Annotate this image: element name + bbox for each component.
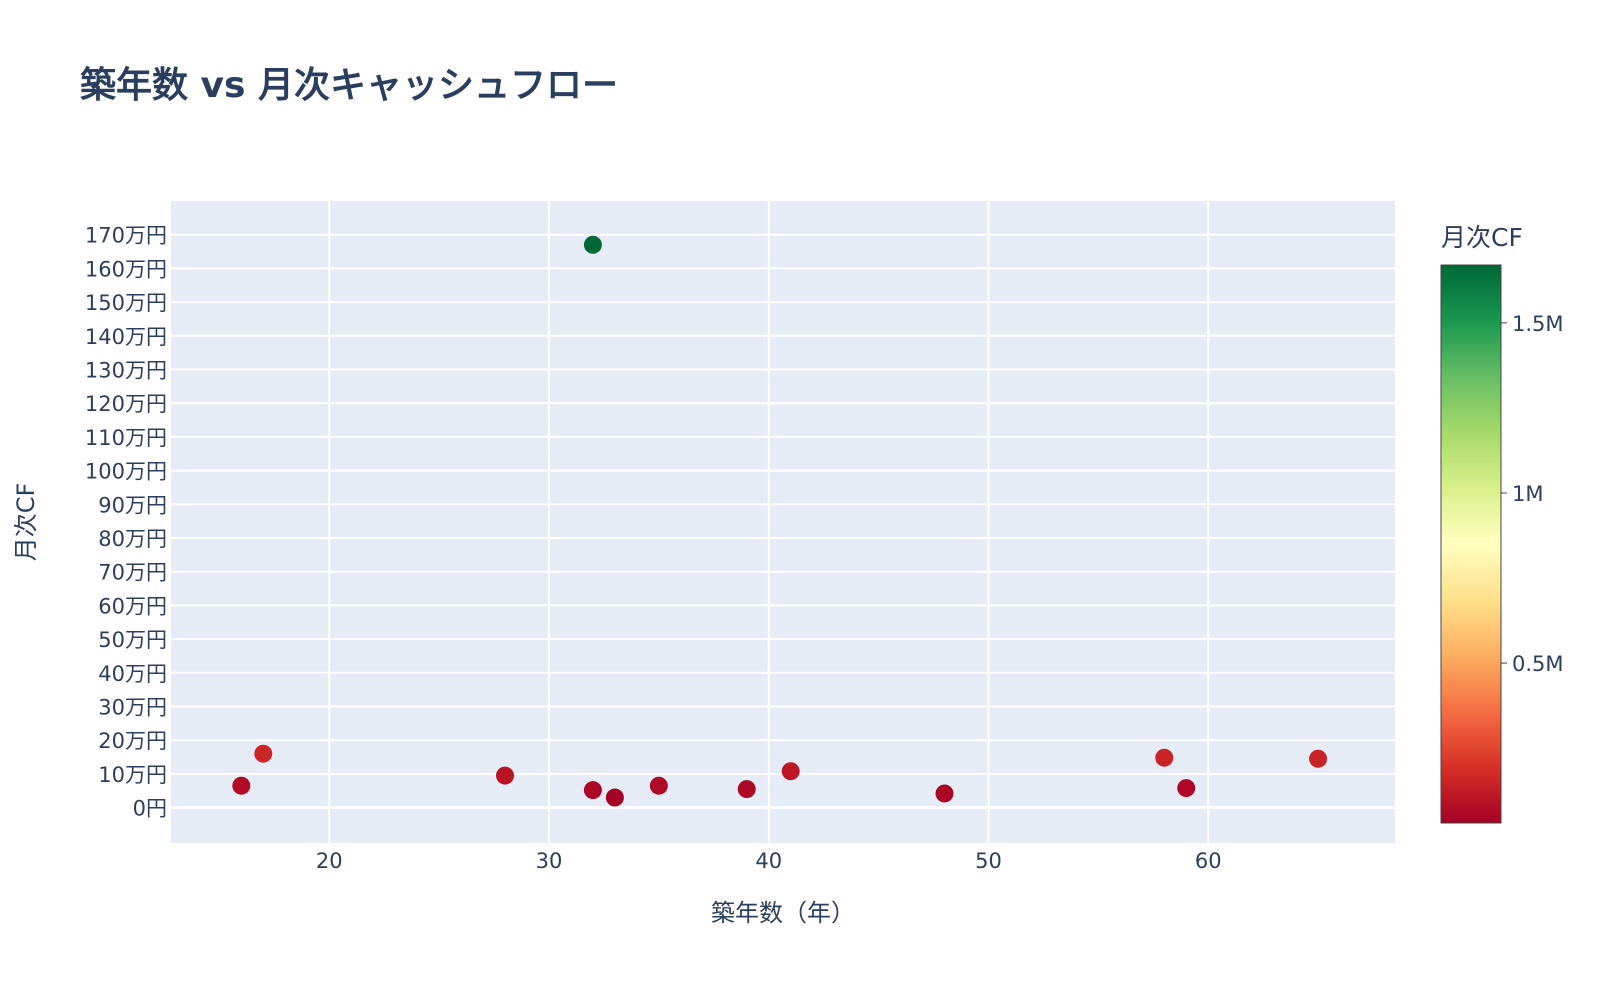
y-tick-label: 100万円 xyxy=(85,460,167,484)
y-tick-label: 80万円 xyxy=(98,527,167,551)
data-point[interactable] xyxy=(254,744,273,763)
data-points xyxy=(232,235,1328,807)
x-tick-label: 40 xyxy=(755,849,782,873)
y-tick-label: 160万円 xyxy=(85,257,167,281)
y-tick-label: 60万円 xyxy=(98,594,167,618)
data-point[interactable] xyxy=(1155,748,1174,767)
colorbar-tick-label: 1.5M xyxy=(1512,312,1564,336)
y-tick-label: 130万円 xyxy=(85,359,167,383)
x-tick-label: 50 xyxy=(975,849,1002,873)
y-tick-label: 170万円 xyxy=(85,224,167,248)
x-axis-ticks: 20 30 40 50 60 xyxy=(316,849,1222,873)
y-tick-label: 20万円 xyxy=(98,729,167,753)
data-point[interactable] xyxy=(781,762,800,781)
y-axis-label: 月次CF xyxy=(12,483,40,562)
data-point[interactable] xyxy=(583,235,602,254)
x-tick-label: 30 xyxy=(536,849,563,873)
y-tick-label: 50万円 xyxy=(98,628,167,652)
data-point[interactable] xyxy=(232,776,251,795)
colorbar-tick-label: 0.5M xyxy=(1512,652,1564,676)
y-tick-label: 140万円 xyxy=(85,325,167,349)
data-point[interactable] xyxy=(935,784,954,803)
y-tick-label: 40万円 xyxy=(98,662,167,686)
plot-area xyxy=(171,201,1395,843)
data-point[interactable] xyxy=(496,766,515,785)
y-tick-label: 70万円 xyxy=(98,561,167,585)
chart-title: 築年数 vs 月次キャッシュフロー xyxy=(80,65,618,106)
data-point[interactable] xyxy=(1177,779,1196,798)
data-point[interactable] xyxy=(649,776,668,795)
colorbar xyxy=(1440,264,1502,824)
colorbar-tick-label: 1M xyxy=(1512,482,1543,506)
x-axis-label: 築年数（年） xyxy=(711,899,855,927)
y-tick-label: 110万円 xyxy=(85,426,167,450)
y-tick-label: 120万円 xyxy=(85,392,167,416)
y-tick-label: 0円 xyxy=(133,797,167,821)
y-tick-label: 30万円 xyxy=(98,696,167,720)
y-tick-label: 90万円 xyxy=(98,493,167,517)
colorbar-title: 月次CF xyxy=(1441,223,1523,252)
data-point[interactable] xyxy=(605,788,624,807)
y-tick-label: 10万円 xyxy=(98,763,167,787)
data-point[interactable] xyxy=(1309,749,1328,768)
x-tick-label: 20 xyxy=(316,849,343,873)
data-point[interactable] xyxy=(737,780,756,799)
colorbar-ticks: 0.5M 1M 1.5M xyxy=(1501,312,1564,676)
y-axis-ticks: 0円 10万円 20万円 30万円 40万円 50万円 60万円 70万円 80万円 90万円 10… xyxy=(85,224,167,821)
data-point[interactable] xyxy=(583,781,602,800)
grid-lines xyxy=(171,201,1395,843)
x-tick-label: 60 xyxy=(1195,849,1222,873)
y-tick-label: 150万円 xyxy=(85,291,167,315)
